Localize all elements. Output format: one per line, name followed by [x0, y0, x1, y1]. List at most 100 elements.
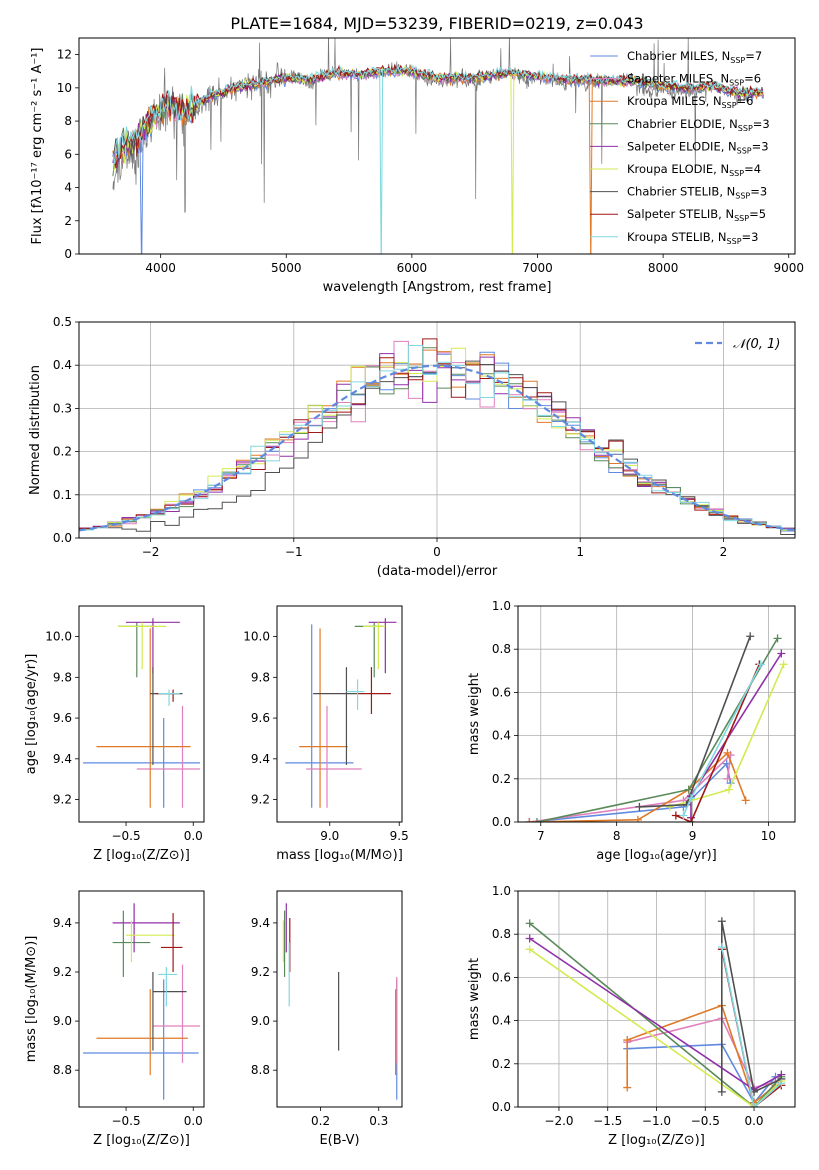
age-vs-z-plot-area	[83, 618, 200, 808]
legend-series-name: Kroupa MILES, N	[627, 94, 722, 108]
legend-nssp-value: =5	[749, 207, 766, 221]
x-tick-label: 9000	[773, 261, 804, 275]
x-tick-label: −0.5	[691, 1114, 720, 1128]
weight-marker-cs	[635, 802, 644, 811]
weight-marker-ks	[679, 811, 688, 820]
weight-marker-ke	[665, 802, 674, 811]
x-tick-label: −0.5	[111, 829, 140, 843]
legend-series-name: Salpeter MILES, N	[627, 72, 729, 86]
mass-vs-ebv-plot-area	[282, 903, 398, 1100]
legend-label-ce: Chabrier ELODIE, NSSP=3	[627, 117, 770, 133]
legend-nssp-value: =3	[750, 185, 767, 199]
x-tick-label: 0.2	[311, 1114, 330, 1128]
weight-marker-km	[723, 748, 732, 757]
weight-marker-se	[777, 649, 786, 658]
normal-reference-curve	[79, 364, 795, 532]
legend-nssp-sub: SSP	[722, 101, 737, 110]
weight-line-sm	[529, 752, 732, 822]
legend-label-ke: Kroupa ELODIE, NSSP=4	[627, 162, 761, 178]
x-tick-label: −0.5	[111, 1114, 140, 1128]
y-tick-label: 1.0	[492, 599, 511, 613]
y-tick-label: 0.3	[53, 401, 72, 415]
y-tick-label: 1.0	[492, 884, 511, 898]
weight-line-cs	[639, 635, 751, 808]
weight-marker-ks	[717, 943, 726, 952]
x-tick-label: −1.0	[642, 1114, 671, 1128]
y-axis-label: Normed distribution	[28, 365, 43, 495]
weight-vs-z-plot-area	[525, 917, 786, 1107]
y-tick-label: 9.4	[53, 752, 72, 766]
x-tick-label: 5000	[271, 261, 302, 275]
weight-marker-ks	[687, 794, 696, 803]
y-tick-label: 0.0	[492, 815, 511, 829]
x-axis-label: mass [log₁₀(M/M⊙)]	[276, 848, 403, 863]
weight-marker-ke	[779, 660, 788, 669]
x-tick-label: −1	[285, 545, 303, 559]
legend-label-cs: Chabrier STELIB, NSSP=3	[627, 185, 767, 201]
weight-marker-sm	[723, 774, 732, 783]
figure-title: PLATE=1684, MJD=53239, FIBERID=0219, z=0…	[230, 14, 643, 33]
y-tick-label: 0.2	[492, 1057, 511, 1071]
y-axis-label: mass weight	[467, 673, 482, 755]
y-tick-label: 8	[64, 114, 72, 128]
x-tick-label: 10	[761, 829, 776, 843]
y-tick-label: 9.6	[251, 711, 270, 725]
y-tick-label: 6	[64, 147, 72, 161]
legend-nssp-value: =7	[745, 49, 762, 63]
legend-nssp-value: =3	[742, 230, 759, 244]
spectrum-frame	[78, 37, 796, 255]
y-tick-label: 0.2	[53, 445, 72, 459]
weight-vs-z-frame	[517, 890, 796, 1108]
y-tick-label: 10.0	[45, 630, 72, 644]
legend-nssp-value: =3	[752, 139, 769, 153]
x-tick-label: 0.0	[184, 1114, 203, 1128]
x-axis-label: Z [log₁₀(Z/Z⊙)]	[93, 848, 190, 863]
y-tick-label: 9.2	[251, 793, 270, 807]
y-tick-label: 8.8	[251, 1063, 270, 1077]
mass-vs-z-plot-area	[83, 903, 200, 1100]
legend-nssp-value: =6	[744, 72, 761, 86]
legend-series-name: Salpeter ELODIE, N	[627, 139, 737, 153]
weight-marker-ss	[671, 811, 680, 820]
age-vs-mass-plot-area	[285, 618, 397, 808]
x-axis-label: (data-model)/error	[377, 564, 498, 579]
weight-marker-ce	[532, 818, 541, 822]
y-axis-label: age [log₁₀(age/yr)]	[24, 654, 39, 775]
x-tick-label: 7	[537, 829, 545, 843]
legend-label-ks: Kroupa STELIB, NSSP=3	[627, 230, 758, 246]
y-tick-label: 9.0	[251, 1014, 270, 1028]
weight-marker-ke	[525, 945, 534, 954]
weight-marker-se	[525, 934, 534, 943]
weight-line-ke	[529, 948, 782, 1107]
legend-series-name: Kroupa STELIB, N	[627, 230, 727, 244]
x-axis-label: E(B-V)	[319, 1133, 359, 1148]
legend-nssp-sub: SSP	[734, 214, 749, 223]
weight-vs-age-frame	[517, 605, 796, 823]
legend-series-name: Chabrier MILES, N	[627, 49, 730, 63]
x-tick-label: 9.5	[390, 829, 409, 843]
weight-marker-ks	[756, 660, 765, 669]
weight-marker-km	[525, 818, 534, 822]
age-vs-z-frame	[78, 605, 205, 823]
spectrum-axes: 4000 5000 6000 7000 8000 9000 0 2 4 6 8 10 12 wavelen…	[30, 48, 804, 296]
x-tick-label: 4000	[145, 261, 176, 275]
weight-marker-ss	[687, 818, 696, 822]
legend-nssp-sub: SSP	[737, 146, 752, 155]
weight-marker-cs	[746, 632, 755, 641]
legend-nssp-sub: SSP	[729, 169, 744, 178]
weight-line-ce	[536, 637, 779, 822]
y-tick-label: 9.2	[53, 793, 72, 807]
x-tick-label: 0.0	[744, 1114, 763, 1128]
y-tick-label: 9.4	[251, 916, 270, 930]
weight-marker-cs	[717, 1087, 726, 1096]
legend-label-km: Kroupa MILES, NSSP=6	[627, 94, 753, 110]
legend-nssp-sub: SSP	[735, 192, 750, 201]
x-tick-label: −1.5	[593, 1114, 622, 1128]
x-tick-label: 8	[613, 829, 621, 843]
legend-nssp-value: =4	[744, 162, 761, 176]
y-tick-label: 9.8	[251, 670, 270, 684]
residuals-frame	[78, 321, 796, 539]
y-tick-label: 0.8	[492, 927, 511, 941]
x-axis-label: age [log₁₀(age/yr)]	[596, 848, 717, 863]
legend-label-cm: Chabrier MILES, NSSP=7	[627, 49, 762, 65]
